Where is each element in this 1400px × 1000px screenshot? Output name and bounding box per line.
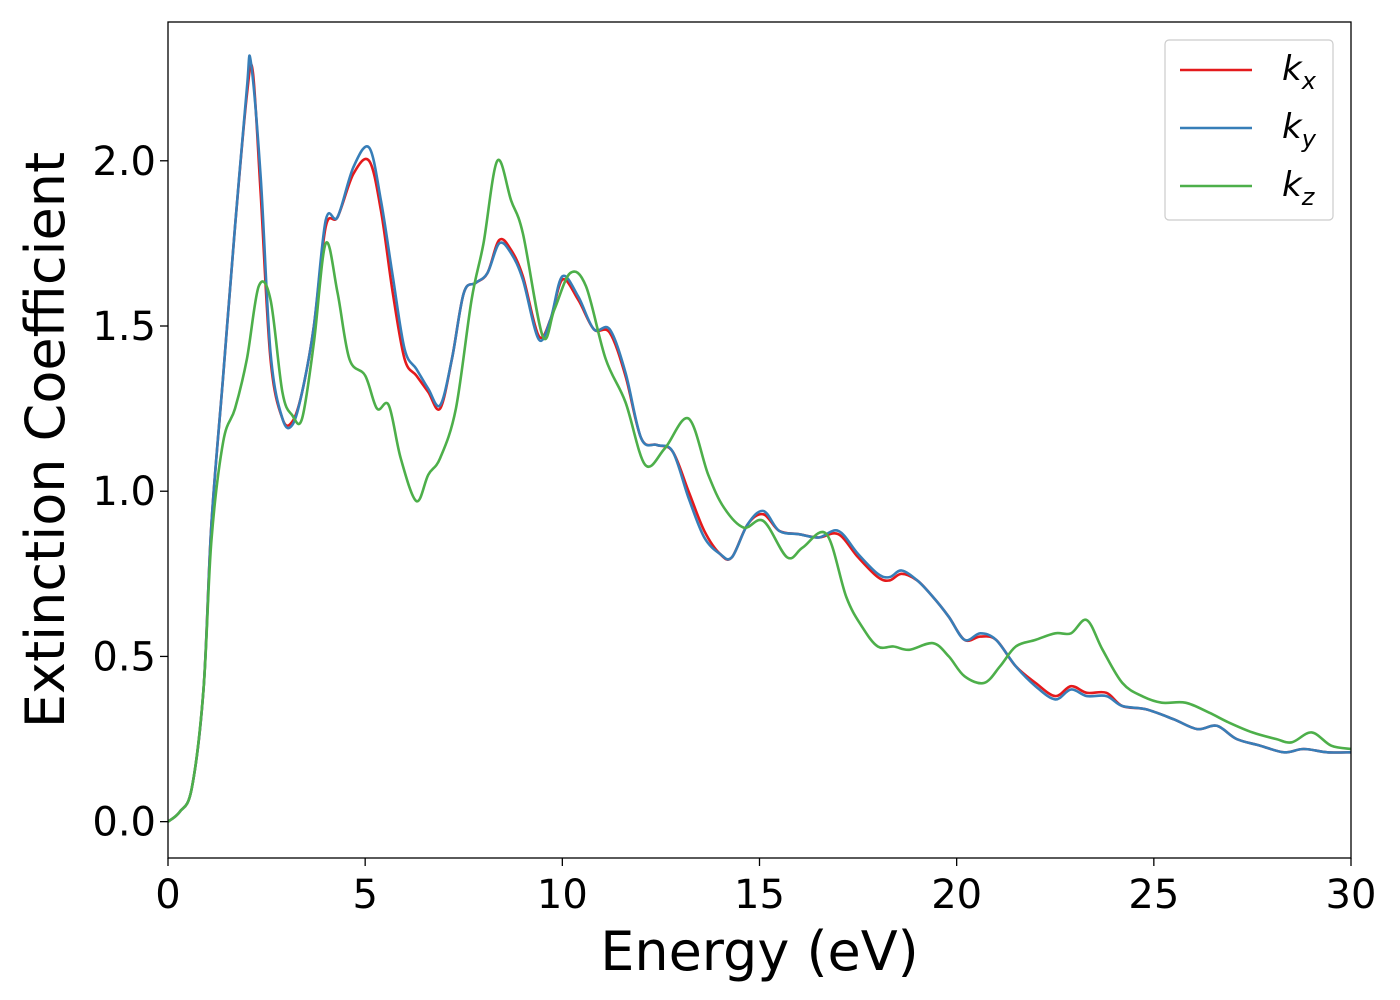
- x-tick-label: 25: [1128, 872, 1179, 918]
- series-line-ky: [168, 54, 1351, 823]
- y-tick-label: 0.5: [92, 634, 156, 680]
- x-tick-label: 15: [734, 872, 785, 918]
- series-layer: [168, 54, 1351, 823]
- series-line-kz: [168, 158, 1351, 823]
- legend-label-kx: kx: [1282, 49, 1317, 95]
- legend-label-ky: ky: [1282, 107, 1317, 153]
- legend-frame: [1164, 39, 1334, 221]
- x-axis-label: Energy (eV): [600, 920, 919, 983]
- y-tick-label: 1.0: [92, 469, 156, 515]
- x-tick-label: 30: [1326, 872, 1377, 918]
- x-tick-label: 0: [155, 872, 180, 918]
- legend: kx ky kz: [1164, 39, 1334, 221]
- x-tick-label: 10: [537, 872, 588, 918]
- legend-label-kz: kz: [1282, 165, 1316, 211]
- y-tick-label: 2.0: [92, 139, 156, 185]
- x-axis-ticks: 0 5 10 15 20 25 30: [155, 858, 1376, 918]
- y-tick-label: 0.0: [92, 800, 156, 846]
- y-axis-label: Extinction Coefficient: [14, 152, 77, 728]
- x-tick-label: 20: [931, 872, 982, 918]
- y-tick-label: 1.5: [92, 304, 156, 350]
- y-axis-ticks: 0.0 0.5 1.0 1.5 2.0: [92, 139, 168, 846]
- x-tick-label: 5: [352, 872, 377, 918]
